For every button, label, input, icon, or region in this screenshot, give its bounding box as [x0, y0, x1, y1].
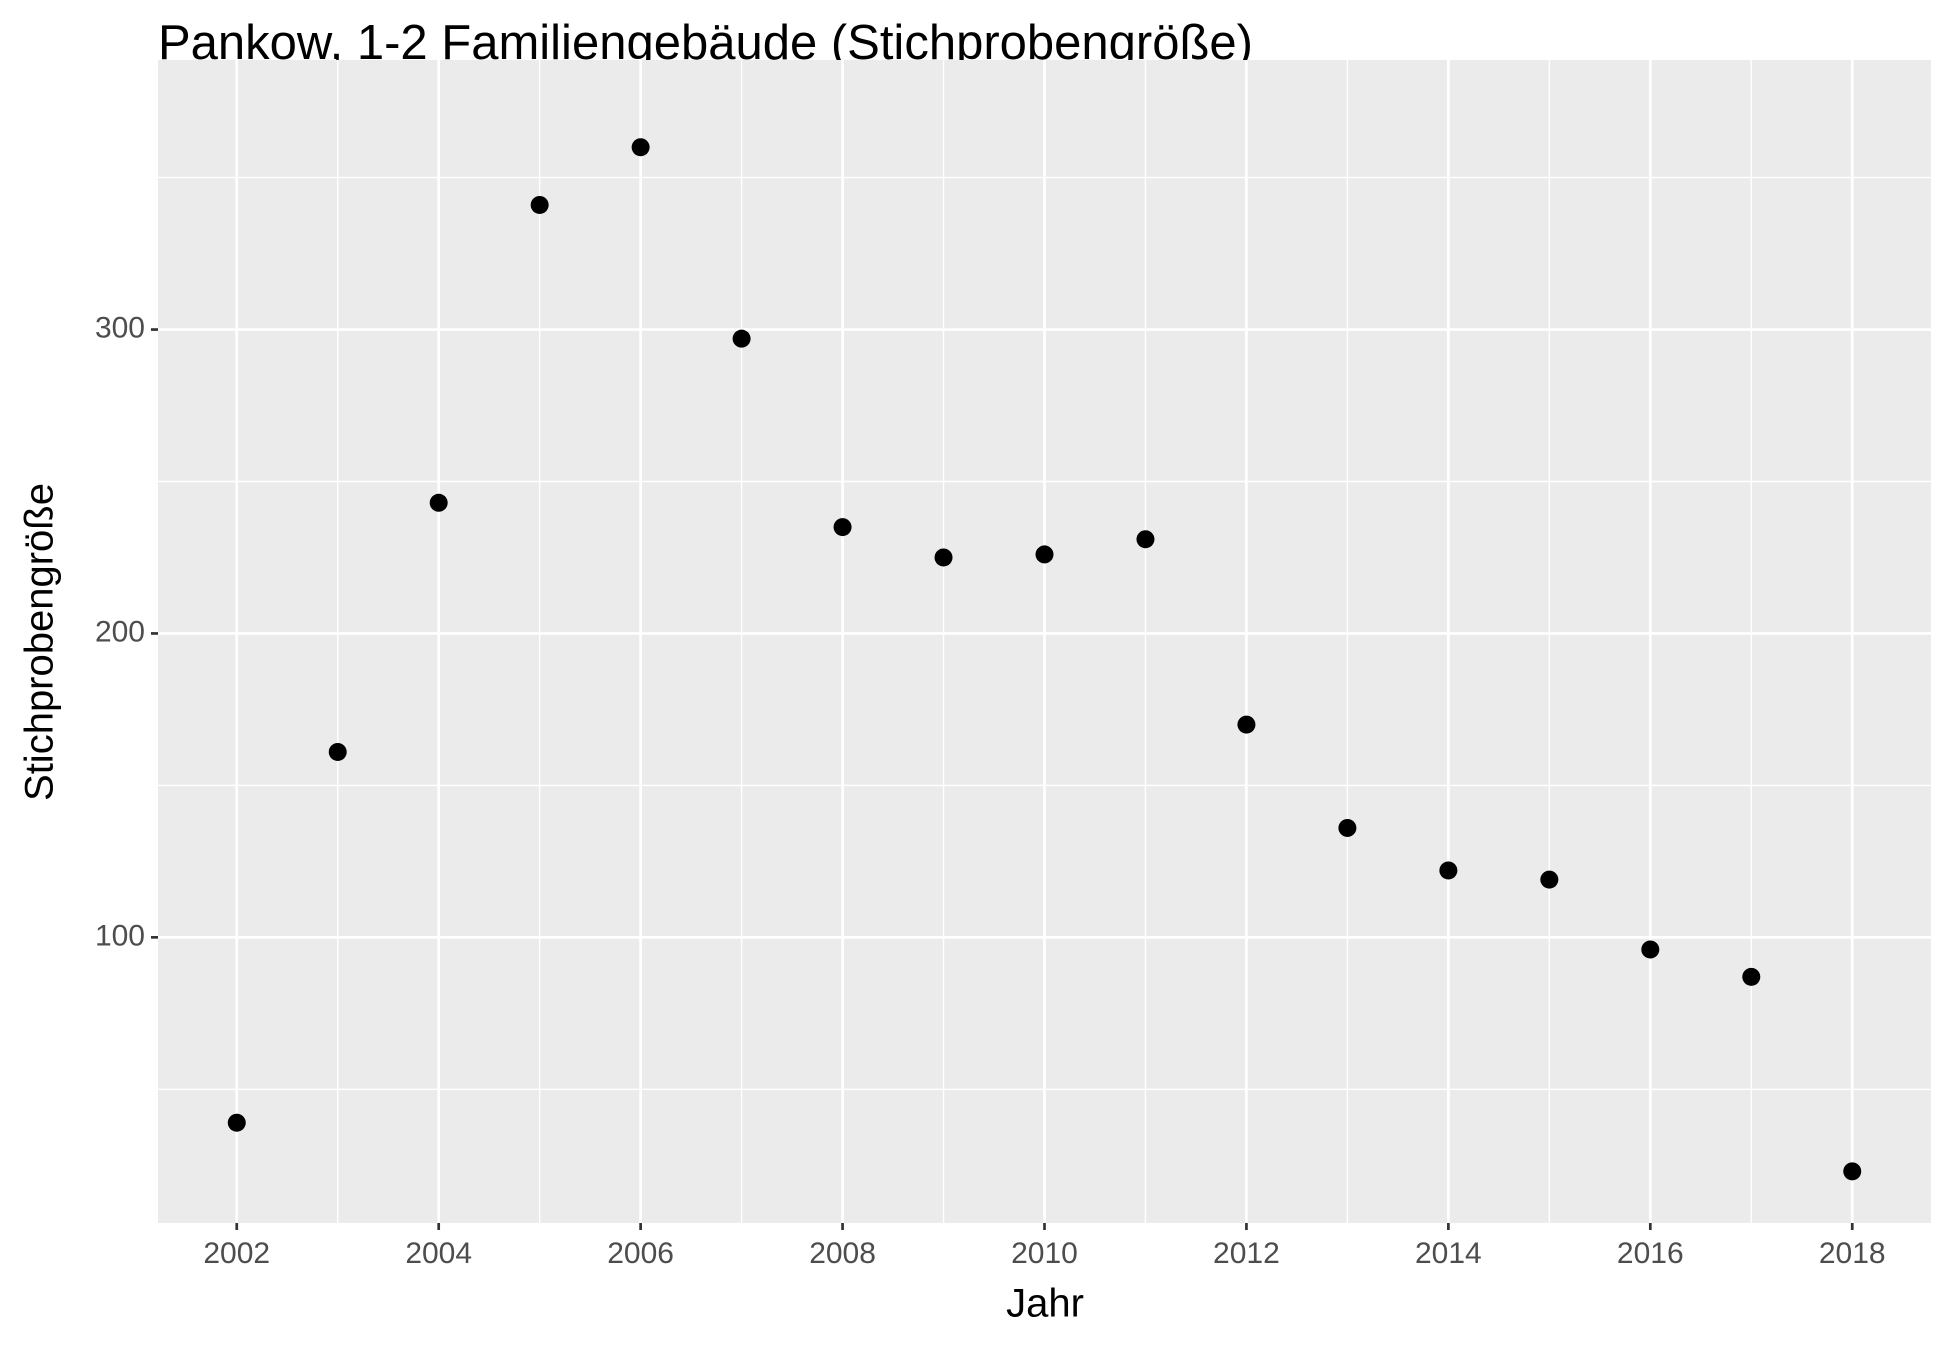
x-tick-label: 2004 [405, 1237, 472, 1270]
y-tick-label: 200 [95, 615, 145, 648]
point [1035, 545, 1054, 564]
point [328, 742, 347, 761]
point [833, 518, 852, 537]
y-tick-label: 100 [95, 919, 145, 952]
x-tick-label: 2010 [1011, 1237, 1078, 1270]
x-tick-label: 2012 [1213, 1237, 1280, 1270]
point [934, 548, 953, 567]
point [1843, 1162, 1862, 1181]
x-tick-label: 2014 [1415, 1237, 1482, 1270]
y-tick-label: 300 [95, 311, 145, 344]
point [1136, 530, 1155, 549]
point [429, 493, 448, 512]
point [1641, 940, 1660, 959]
x-tick-label: 2018 [1819, 1237, 1886, 1270]
x-tick-label: 2006 [607, 1237, 674, 1270]
point [1338, 818, 1357, 837]
point [732, 329, 751, 348]
point [227, 1113, 246, 1132]
point [530, 195, 549, 214]
x-tick-label: 2002 [203, 1237, 270, 1270]
point [631, 138, 650, 157]
point [1439, 861, 1458, 880]
x-tick-label: 2008 [809, 1237, 876, 1270]
x-axis-label: Jahr [1006, 1282, 1084, 1326]
point [1540, 870, 1559, 889]
y-axis-label: Stichprobengröße [18, 483, 62, 801]
point [1237, 715, 1256, 734]
point [1742, 967, 1761, 986]
x-tick-label: 2016 [1617, 1237, 1684, 1270]
